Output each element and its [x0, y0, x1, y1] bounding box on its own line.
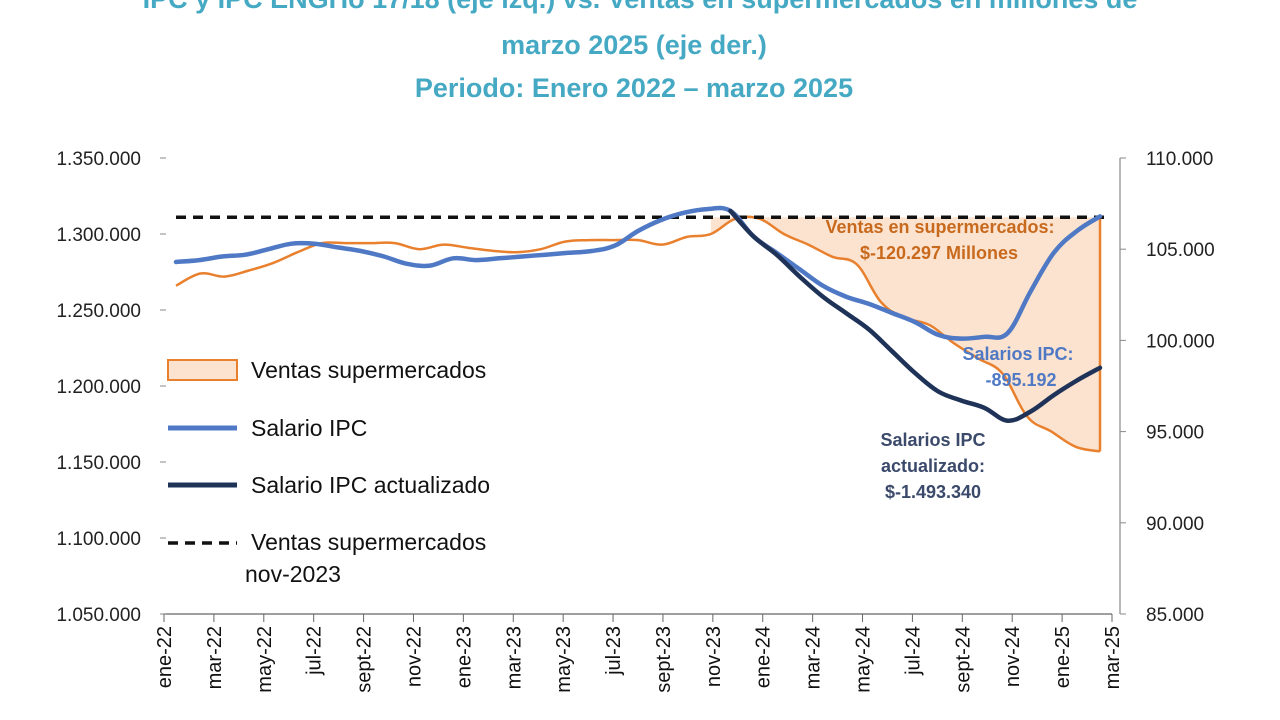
- legend-label-ventas: Ventas supermercados: [251, 357, 486, 383]
- annotation-salarios-ipc-line-1: Salarios IPC:: [962, 344, 1073, 364]
- right-tick-label: 105.000: [1146, 240, 1215, 261]
- left-tick-label: 1.150.000: [56, 453, 141, 474]
- series-line-salario-ipc-actualizado: [728, 208, 1103, 423]
- right-tick-label: 110.000: [1146, 149, 1213, 170]
- x-tick-label: nov-24: [1002, 626, 1024, 687]
- x-tick-label: ene-22: [154, 626, 176, 688]
- annotation-salarios-ipc: Salarios IPC: -895.192: [962, 344, 1073, 390]
- x-tick-label: mar-23: [503, 626, 525, 689]
- right-tick-label: 95.000: [1146, 423, 1204, 444]
- x-tick-label: ene-24: [753, 626, 775, 688]
- x-tick-label: sept-23: [653, 626, 675, 693]
- x-tick-label: nov-22: [403, 626, 425, 687]
- right-axis-ticks: 110.000 105.000 100.000 95.000 90.000 85.000: [1120, 149, 1215, 626]
- left-tick-label: 1.350.000: [56, 149, 141, 170]
- x-tick-label: nov-23: [703, 626, 725, 687]
- x-tick-label: sept-22: [354, 626, 376, 693]
- x-tick-label: mar-24: [803, 626, 825, 689]
- ventas-gap-area: [710, 217, 1100, 452]
- annotation-ventas-line-2: $-120.297 Millones: [860, 243, 1018, 263]
- legend: Ventas supermercados Salario IPC Salario…: [167, 357, 490, 587]
- series-lines-group: [173, 205, 1108, 453]
- series-line-salario-ipc: [173, 205, 1103, 341]
- annotation-actualizado-line-3: $-1.493.340: [885, 482, 981, 502]
- legend-label-salario-ipc: Salario IPC: [251, 415, 367, 441]
- right-tick-label: 90.000: [1146, 514, 1204, 535]
- annotation-salarios-ipc-actualizado: Salarios IPC actualizado: $-1.493.340: [880, 430, 985, 502]
- x-tick-label: may-22: [254, 626, 276, 693]
- legend-label-ventas-nov23-line2: nov-2023: [245, 561, 341, 587]
- left-tick-label: 1.300.000: [56, 225, 141, 246]
- x-tick-label: may-23: [553, 626, 575, 693]
- left-tick-label: 1.050.000: [56, 605, 141, 626]
- legend-label-salario-ipc-actualizado: Salario IPC actualizado: [251, 472, 490, 498]
- annotation-ventas-line-1: Ventas en supermercados:: [825, 217, 1054, 237]
- x-tick-label: mar-22: [204, 626, 226, 689]
- x-tick-label: ene-23: [453, 626, 475, 688]
- left-tick-label: 1.200.000: [56, 377, 141, 398]
- x-axis-ticks: ene-22 mar-22 may-22 jul-22 sept-22 nov-22 ene…: [154, 614, 1124, 693]
- annotation-actualizado-line-2: actualizado:: [881, 456, 985, 476]
- left-axis-ticks: 1.350.000 1.300.000 1.250.000 1.200.000 1.15…: [56, 149, 166, 626]
- chart-subtitle: Periodo: Enero 2022 – marzo 2025: [415, 73, 853, 103]
- x-tick-label: jul-24: [902, 626, 924, 676]
- right-tick-label: 100.000: [1146, 331, 1215, 352]
- legend-label-ventas-nov23: Ventas supermercados: [251, 529, 486, 555]
- left-tick-label: 1.250.000: [56, 301, 141, 322]
- chart-title-line-2: marzo 2025 (eje der.): [501, 30, 767, 60]
- annotation-ventas: Ventas en supermercados: $-120.297 Millo…: [825, 217, 1054, 263]
- x-tick-label: may-24: [853, 626, 875, 693]
- right-tick-label: 85.000: [1146, 605, 1204, 626]
- x-tick-label: ene-25: [1052, 626, 1074, 688]
- x-tick-label: sept-24: [952, 626, 974, 693]
- chart-title-line-1: IPC y IPC ENGHo 17/18 (eje izq.) vs. Ven…: [143, 0, 1138, 14]
- left-tick-label: 1.100.000: [56, 529, 141, 550]
- x-tick-label: mar-25: [1102, 626, 1124, 689]
- legend-swatch-ventas: [167, 359, 238, 381]
- x-tick-label: jul-23: [603, 626, 625, 676]
- annotation-salarios-ipc-line-2: -895.192: [985, 370, 1056, 390]
- annotation-actualizado-line-1: Salarios IPC: [880, 430, 985, 450]
- ventas-gap-area-group: [710, 217, 1102, 452]
- x-tick-label: jul-22: [304, 626, 326, 676]
